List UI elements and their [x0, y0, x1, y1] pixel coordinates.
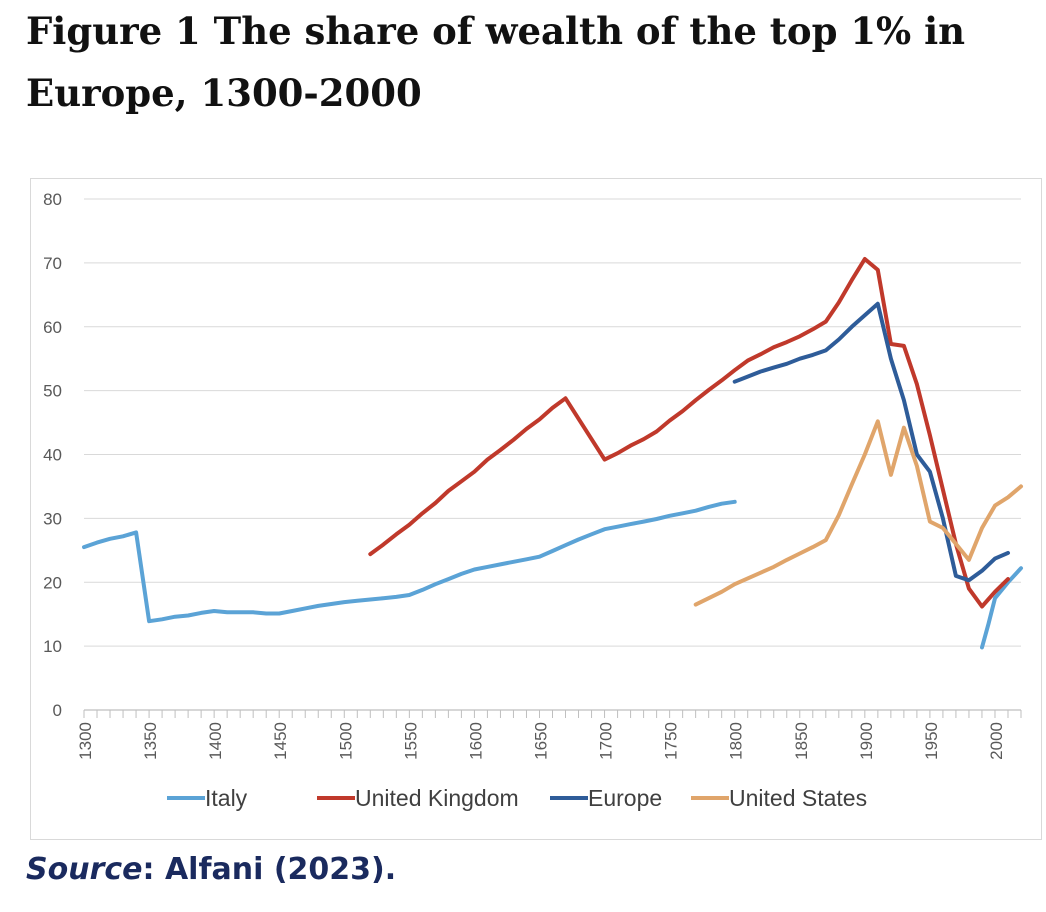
- y-tick-label: 30: [43, 509, 62, 528]
- x-tick-label: 1950: [922, 722, 941, 760]
- legend-label: Italy: [205, 785, 248, 811]
- x-tick-label: 1500: [336, 722, 355, 760]
- series-line-italy-modern: [980, 566, 1023, 650]
- figure-title-lead: Figure 1: [26, 9, 201, 53]
- x-tick-label: 1650: [531, 722, 550, 760]
- x-tick-label: 1450: [271, 722, 290, 760]
- y-tick-label: 0: [53, 701, 62, 720]
- x-tick-label: 1400: [206, 722, 225, 760]
- legend-label: Europe: [588, 785, 662, 811]
- series-line-europe: [732, 301, 1010, 583]
- series-line-united-states: [693, 419, 1023, 607]
- legend-label: United Kingdom: [355, 785, 519, 811]
- line-chart: 0 10 20 30 40 50 60 70 80 1300 1350 1400 1450 1500 155…: [43, 190, 1023, 811]
- x-tick-label: 1700: [597, 722, 616, 760]
- y-tick-label: 40: [43, 446, 62, 465]
- x-tick-label: 1300: [76, 722, 95, 760]
- y-tick-label: 60: [43, 318, 62, 337]
- y-tick-label: 80: [43, 190, 62, 209]
- series-line-italy: [82, 499, 737, 624]
- x-tick-label: 2000: [987, 722, 1006, 760]
- x-tick-label: 1850: [792, 722, 811, 760]
- y-tick-label: 10: [43, 637, 62, 656]
- figure-title-text: The share of wealth of the top 1% in Eur…: [26, 9, 966, 115]
- grid-lines: [84, 198, 1021, 647]
- y-tick-label: 20: [43, 573, 62, 592]
- y-tick-label: 50: [43, 382, 62, 401]
- series-line-united-kingdom: [368, 257, 1010, 609]
- x-tick-label: 1750: [662, 722, 681, 760]
- legend: Italy United Kingdom Europe United States: [167, 785, 867, 811]
- source-text: : Alfani (2023).: [142, 852, 397, 887]
- x-tick-label: 1600: [466, 722, 485, 760]
- figure-title: Figure 1 The share of wealth of the top …: [26, 0, 1036, 124]
- source-note: Source: Alfani (2023).: [26, 852, 396, 887]
- x-tick-label: 1350: [141, 722, 160, 760]
- source-label: Source: [26, 852, 143, 887]
- legend-label: United States: [729, 785, 867, 811]
- series-lines: [82, 257, 1023, 650]
- x-tick-label: 1800: [727, 722, 746, 760]
- chart-container: 0 10 20 30 40 50 60 70 80 1300 1350 1400 1450 1500 155…: [30, 178, 1042, 840]
- x-tick-label: 1550: [401, 722, 420, 760]
- y-tick-label: 70: [43, 254, 62, 273]
- x-tick-label: 1900: [857, 722, 876, 760]
- axes: 0 10 20 30 40 50 60 70 80 1300 1350 1400 1450 1500 155…: [43, 190, 1022, 760]
